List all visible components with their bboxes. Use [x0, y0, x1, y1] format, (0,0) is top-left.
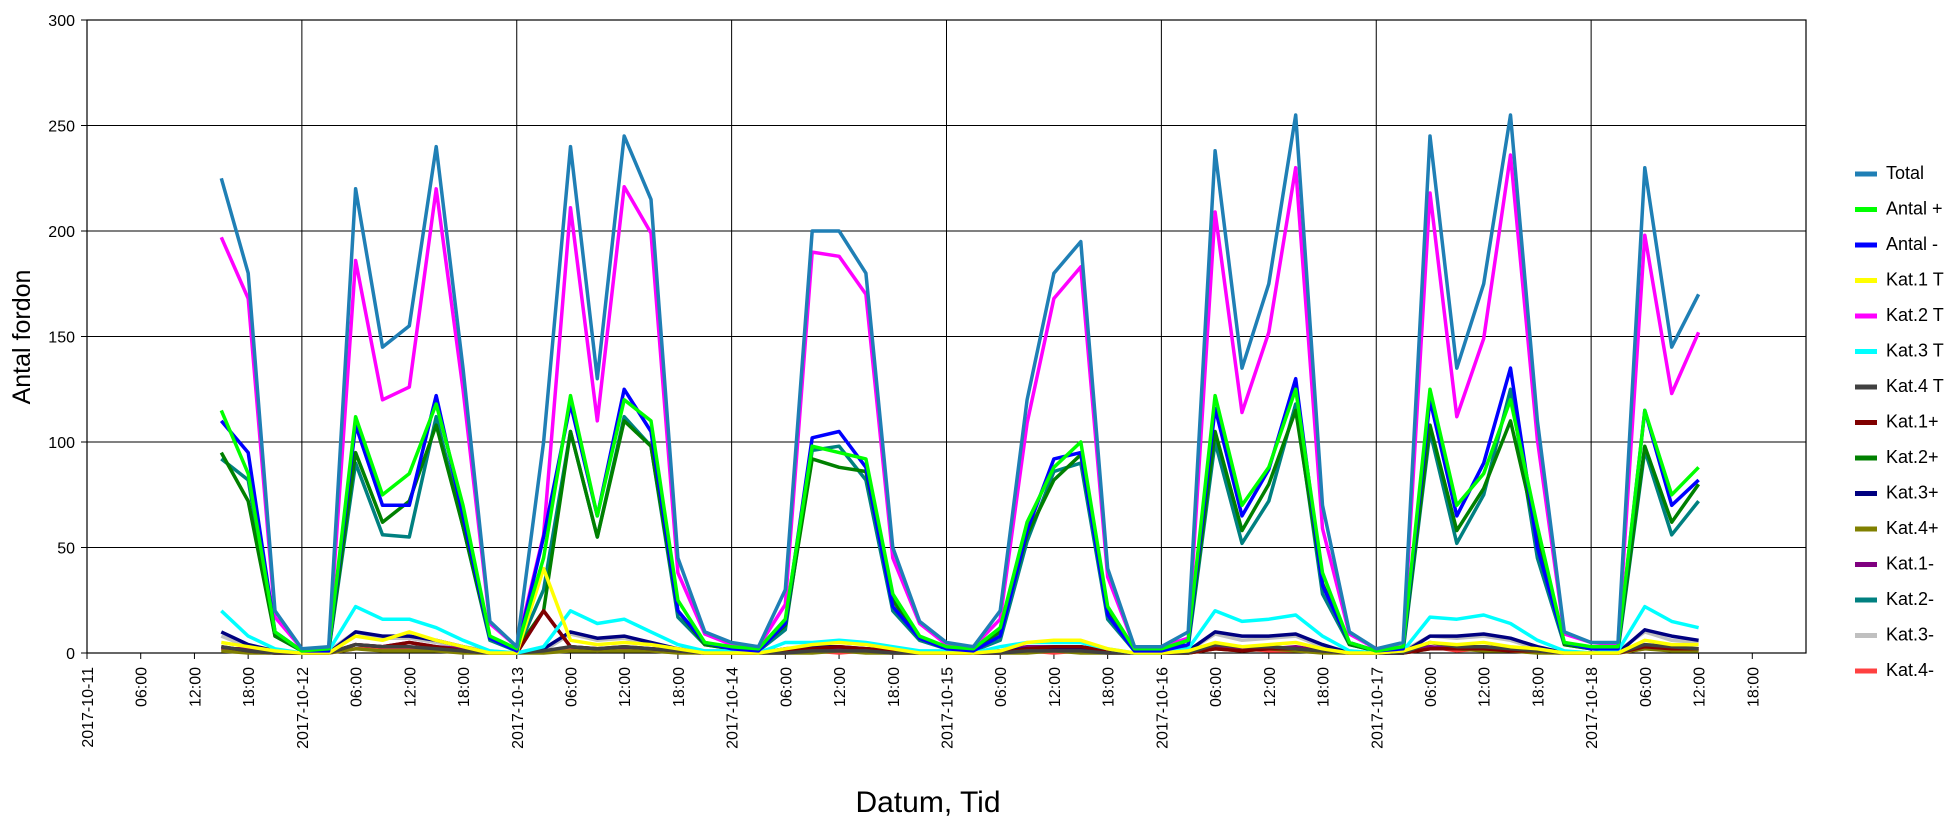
series-line	[221, 566, 1699, 655]
x-tick-label: 12:00	[402, 667, 419, 707]
series-line	[219, 366, 1700, 653]
y-axis-title: Antal fordon	[8, 270, 36, 405]
x-axis-title: Datum, Tid	[855, 786, 1000, 819]
legend-label: Kat.2-	[1886, 589, 1934, 609]
x-tick-label: 12:00	[1477, 667, 1494, 707]
x-tick-label: 18:00	[671, 667, 688, 707]
x-tick-label: 2017-10-13	[510, 667, 527, 749]
legend-label: Kat.3 T	[1886, 340, 1944, 360]
series-line	[219, 387, 1700, 653]
x-tick-label: 18:00	[1101, 667, 1118, 707]
x-tick-label: 12:00	[1692, 667, 1709, 707]
x-tick-label: 18:00	[886, 667, 903, 707]
legend-label: Antal +	[1886, 198, 1943, 218]
x-tick-label: 2017-10-16	[1154, 667, 1171, 749]
legend-label: Total	[1886, 163, 1924, 183]
x-tick-label: 06:00	[993, 667, 1010, 707]
x-tick-label: 18:00	[456, 667, 473, 707]
x-tick-label: 06:00	[1208, 667, 1225, 707]
legend-label: Kat.3-	[1886, 624, 1934, 644]
y-tick-label: 0	[66, 646, 75, 663]
x-tick-label: 06:00	[349, 667, 366, 707]
x-tick-label: 12:00	[1047, 667, 1064, 707]
y-tick-label: 250	[48, 119, 75, 136]
legend-label: Kat.2 T	[1886, 305, 1944, 325]
y-tick-label: 150	[48, 330, 75, 347]
x-tick-label: 12:00	[832, 667, 849, 707]
x-tick-label: 2017-10-17	[1369, 667, 1386, 749]
x-tick-label: 12:00	[617, 667, 634, 707]
y-tick-label: 200	[48, 224, 75, 241]
x-tick-label: 2017-10-18	[1584, 667, 1601, 749]
x-tick-label: 12:00	[187, 667, 204, 707]
x-tick-label: 18:00	[1316, 667, 1333, 707]
legend-label: Kat.2+	[1886, 447, 1939, 467]
legend-label: Kat.3+	[1886, 482, 1939, 502]
legend-label: Kat.1-	[1886, 553, 1934, 573]
x-tick-label: 06:00	[563, 667, 580, 707]
x-tick-label: 2017-10-15	[940, 667, 957, 749]
y-tick-label: 100	[48, 435, 75, 452]
legend-label: Kat.4-	[1886, 660, 1934, 680]
x-tick-label: 2017-10-12	[295, 667, 312, 749]
y-tick-label: 50	[57, 541, 75, 558]
x-tick-label: 18:00	[1530, 667, 1547, 707]
legend-label: Kat.4+	[1886, 518, 1939, 538]
x-tick-label: 06:00	[778, 667, 795, 707]
y-tick-label: 300	[48, 13, 75, 30]
x-tick-label: 12:00	[1262, 667, 1279, 707]
x-tick-label: 2017-10-14	[725, 667, 742, 749]
legend-label: Antal -	[1886, 234, 1938, 254]
series-line	[219, 113, 1701, 651]
x-tick-label: 18:00	[1745, 667, 1762, 707]
x-tick-label: 18:00	[241, 667, 258, 707]
x-tick-label: 06:00	[1638, 667, 1655, 707]
legend-label: Kat.4 T	[1886, 376, 1944, 396]
x-tick-label: 06:00	[1423, 667, 1440, 707]
x-tick-label: 06:00	[134, 667, 151, 707]
legend-label: Kat.1 T	[1886, 269, 1944, 289]
legend-label: Kat.1+	[1886, 411, 1939, 431]
x-tick-label: 2017-10-11	[80, 667, 97, 748]
